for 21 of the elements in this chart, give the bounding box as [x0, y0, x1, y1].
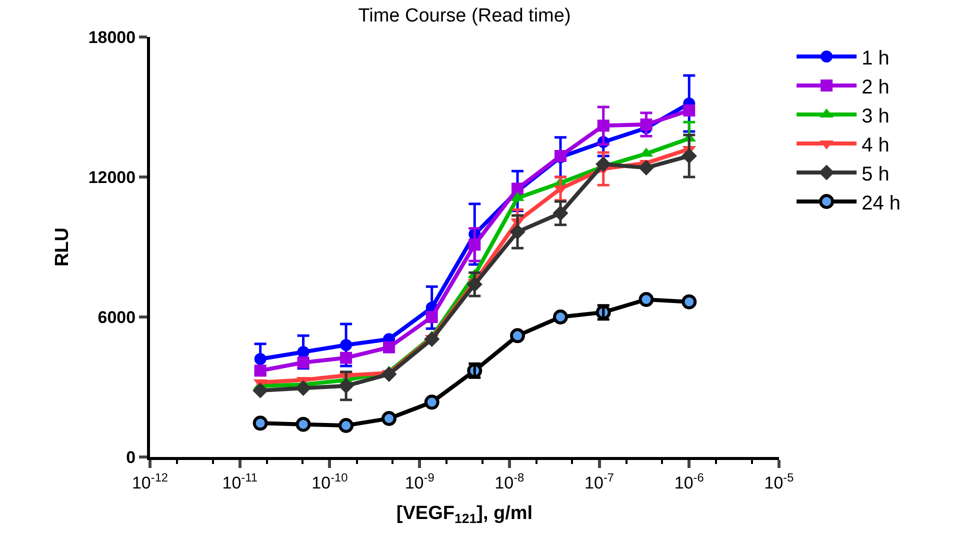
y-tick-label: 18000: [88, 28, 136, 47]
y-tick-label: 12000: [88, 168, 136, 187]
x-tick-label: 10$^{-6}$: [674, 470, 704, 492]
x-tick-label: 10$^{-7}$: [584, 470, 614, 492]
x-tick-label: 10$^{-12}$: [132, 470, 168, 492]
x-tick-label: 10$^{-10}$: [312, 470, 348, 492]
y-tick-label: 0: [126, 448, 136, 467]
x-tick-label: 10$^{-9}$: [404, 470, 435, 492]
x-tick-label: 10$^{-8}$: [494, 470, 525, 492]
legend-label: 2 h: [862, 76, 890, 98]
legend-label: 3 h: [862, 105, 890, 128]
x-axis-title: [VEGF$_{121}$], g/ml: [396, 503, 533, 526]
legend-label: 4 h: [862, 134, 890, 156]
x-tick-label: 10$^{-5}$: [764, 470, 794, 492]
legend-label: 1 h: [862, 47, 890, 70]
legend-label: 24 h: [862, 192, 901, 214]
y-tick-label: 6000: [98, 308, 136, 327]
x-tick-label: 10$^{-11}$: [222, 470, 258, 492]
y-axis-title: RLU: [52, 227, 74, 267]
legend-label: 5 h: [862, 163, 890, 186]
chart-title: Time Course (Read time): [358, 6, 571, 27]
